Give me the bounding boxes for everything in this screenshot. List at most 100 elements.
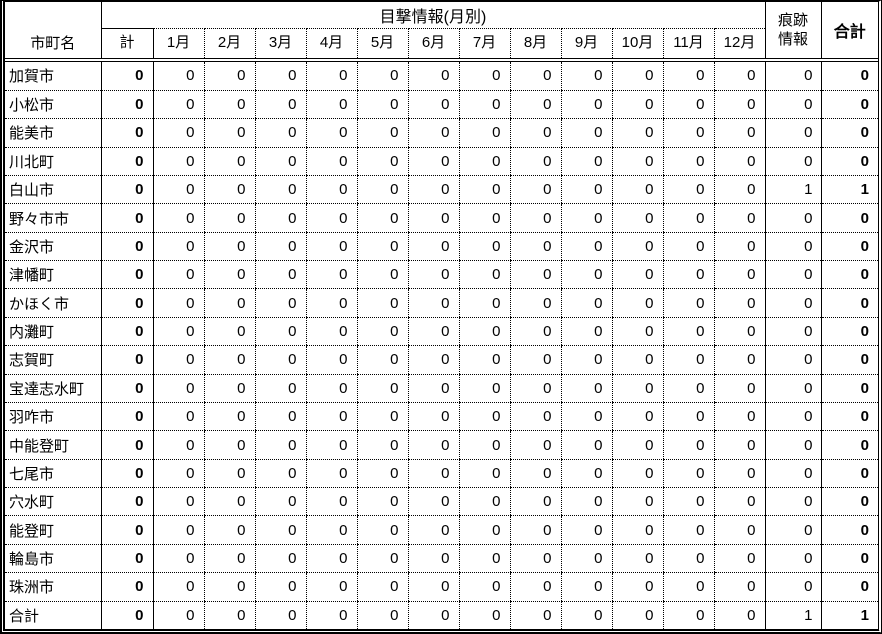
month-value-cell: 0 xyxy=(305,203,357,233)
trace-info-cell: 0 xyxy=(764,345,822,375)
month-value-cell: 0 xyxy=(152,60,204,91)
col-header-month-7: 7月 xyxy=(458,27,510,62)
month-value-cell: 0 xyxy=(407,515,459,545)
month-value-cell: 0 xyxy=(560,374,612,403)
month-value-cell: 0 xyxy=(662,430,714,460)
month-value-cell: 0 xyxy=(407,430,459,460)
trace-info-cell: 0 xyxy=(764,572,822,602)
month-value-cell: 0 xyxy=(305,90,357,120)
city-name-cell: 羽咋市 xyxy=(5,402,102,432)
col-header-month-3: 3月 xyxy=(254,27,306,62)
month-value-cell: 0 xyxy=(458,317,510,347)
month-value-cell: 0 xyxy=(254,175,306,205)
month-value-cell: 0 xyxy=(152,90,204,120)
trace-info-cell: 0 xyxy=(764,544,822,574)
month-value-cell: 0 xyxy=(305,345,357,375)
month-value-cell: 0 xyxy=(305,147,357,176)
month-value-cell: 0 xyxy=(662,601,714,629)
month-value-cell: 0 xyxy=(713,515,766,545)
month-value-cell: 0 xyxy=(509,260,561,290)
month-value-cell: 0 xyxy=(203,260,255,290)
month-value-cell: 0 xyxy=(560,572,612,602)
sighting-subtotal-cell: 0 xyxy=(101,430,154,460)
month-value-cell: 0 xyxy=(713,175,766,205)
month-value-cell: 0 xyxy=(611,147,663,176)
month-value-cell: 0 xyxy=(458,459,510,489)
trace-info-cell: 0 xyxy=(764,60,822,91)
month-value-cell: 0 xyxy=(611,430,663,460)
month-value-cell: 0 xyxy=(458,515,510,545)
month-value-cell: 0 xyxy=(611,203,663,233)
month-value-cell: 0 xyxy=(152,601,204,629)
month-value-cell: 0 xyxy=(305,487,357,517)
month-value-cell: 0 xyxy=(662,175,714,205)
trace-info-cell: 0 xyxy=(764,515,822,545)
month-value-cell: 0 xyxy=(713,90,766,120)
month-value-cell: 0 xyxy=(203,175,255,205)
city-name-cell: 合計 xyxy=(5,601,102,629)
table-row: 七尾市 0 0 0 0 0 0 0 0 0 0 0 0 0 0 0 xyxy=(5,459,878,489)
month-value-cell: 0 xyxy=(407,374,459,403)
month-value-cell: 0 xyxy=(713,374,766,403)
month-value-cell: 0 xyxy=(458,118,510,148)
month-value-cell: 0 xyxy=(356,487,408,517)
trace-info-cell: 0 xyxy=(764,374,822,403)
city-name-cell: 宝達志水町 xyxy=(5,374,102,403)
month-value-cell: 0 xyxy=(662,288,714,318)
sighting-subtotal-cell: 0 xyxy=(101,90,154,120)
month-value-cell: 0 xyxy=(305,430,357,460)
month-value-cell: 0 xyxy=(509,515,561,545)
city-name-cell: 野々市市 xyxy=(5,203,102,233)
month-value-cell: 0 xyxy=(458,175,510,205)
month-value-cell: 0 xyxy=(509,459,561,489)
city-name-cell: 白山市 xyxy=(5,175,102,205)
month-value-cell: 0 xyxy=(152,430,204,460)
city-name-cell: 加賀市 xyxy=(5,60,102,91)
month-value-cell: 0 xyxy=(407,402,459,432)
grand-total-cell: 0 xyxy=(821,317,878,347)
col-header-city: 市町名 xyxy=(5,2,102,62)
month-value-cell: 0 xyxy=(356,345,408,375)
month-value-cell: 0 xyxy=(407,260,459,290)
table-row: 中能登町 0 0 0 0 0 0 0 0 0 0 0 0 0 0 0 xyxy=(5,430,878,460)
col-header-subtotal: 計 xyxy=(101,27,154,62)
sighting-subtotal-cell: 0 xyxy=(101,459,154,489)
month-value-cell: 0 xyxy=(560,288,612,318)
month-value-cell: 0 xyxy=(458,260,510,290)
month-value-cell: 0 xyxy=(560,487,612,517)
month-value-cell: 0 xyxy=(509,572,561,602)
month-value-cell: 0 xyxy=(407,90,459,120)
month-value-cell: 0 xyxy=(713,118,766,148)
month-value-cell: 0 xyxy=(254,317,306,347)
month-value-cell: 0 xyxy=(611,345,663,375)
month-value-cell: 0 xyxy=(662,487,714,517)
month-value-cell: 0 xyxy=(458,374,510,403)
month-value-cell: 0 xyxy=(662,203,714,233)
city-name-cell: 能登町 xyxy=(5,515,102,545)
month-value-cell: 0 xyxy=(203,118,255,148)
trace-info-cell: 0 xyxy=(764,288,822,318)
trace-info-cell: 0 xyxy=(764,487,822,517)
month-value-cell: 0 xyxy=(356,430,408,460)
trace-header-line2: 情報 xyxy=(778,31,809,48)
month-value-cell: 0 xyxy=(152,459,204,489)
month-value-cell: 0 xyxy=(203,430,255,460)
grand-total-cell: 0 xyxy=(821,118,878,148)
month-value-cell: 0 xyxy=(662,544,714,574)
month-value-cell: 0 xyxy=(254,544,306,574)
month-value-cell: 0 xyxy=(254,260,306,290)
month-value-cell: 0 xyxy=(713,487,766,517)
table-row: 内灘町 0 0 0 0 0 0 0 0 0 0 0 0 0 0 0 xyxy=(5,317,878,347)
month-value-cell: 0 xyxy=(305,118,357,148)
month-value-cell: 0 xyxy=(509,60,561,91)
sighting-subtotal-cell: 0 xyxy=(101,544,154,574)
grand-total-cell: 0 xyxy=(821,515,878,545)
month-value-cell: 0 xyxy=(407,317,459,347)
month-value-cell: 0 xyxy=(662,118,714,148)
month-value-cell: 0 xyxy=(560,203,612,233)
trace-info-cell: 0 xyxy=(764,260,822,290)
month-value-cell: 0 xyxy=(560,232,612,262)
month-value-cell: 0 xyxy=(356,544,408,574)
month-value-cell: 0 xyxy=(458,487,510,517)
table-row: 小松市 0 0 0 0 0 0 0 0 0 0 0 0 0 0 0 xyxy=(5,90,878,120)
